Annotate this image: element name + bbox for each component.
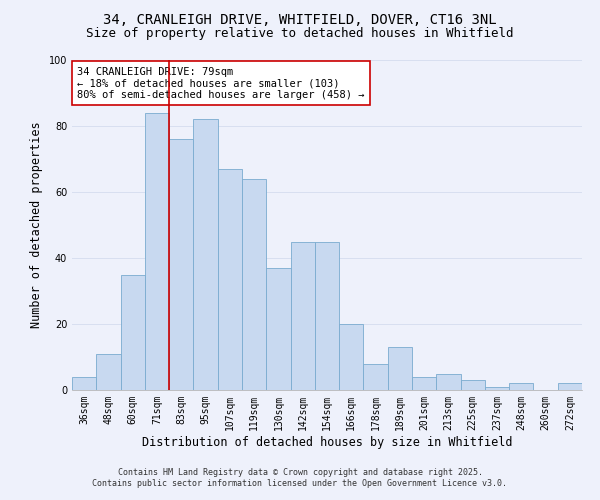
Bar: [266, 268, 290, 390]
Y-axis label: Number of detached properties: Number of detached properties: [30, 122, 43, 328]
Bar: [96, 354, 121, 390]
Bar: [290, 242, 315, 390]
Bar: [72, 377, 96, 390]
X-axis label: Distribution of detached houses by size in Whitfield: Distribution of detached houses by size …: [142, 436, 512, 448]
Bar: [145, 113, 169, 390]
Bar: [121, 274, 145, 390]
Text: 34 CRANLEIGH DRIVE: 79sqm
← 18% of detached houses are smaller (103)
80% of semi: 34 CRANLEIGH DRIVE: 79sqm ← 18% of detac…: [77, 66, 365, 100]
Bar: [436, 374, 461, 390]
Bar: [558, 384, 582, 390]
Bar: [509, 384, 533, 390]
Text: Contains HM Land Registry data © Crown copyright and database right 2025.
Contai: Contains HM Land Registry data © Crown c…: [92, 468, 508, 487]
Bar: [218, 169, 242, 390]
Bar: [461, 380, 485, 390]
Text: 34, CRANLEIGH DRIVE, WHITFIELD, DOVER, CT16 3NL: 34, CRANLEIGH DRIVE, WHITFIELD, DOVER, C…: [103, 12, 497, 26]
Bar: [485, 386, 509, 390]
Bar: [193, 120, 218, 390]
Bar: [388, 347, 412, 390]
Bar: [315, 242, 339, 390]
Bar: [364, 364, 388, 390]
Bar: [242, 179, 266, 390]
Text: Size of property relative to detached houses in Whitfield: Size of property relative to detached ho…: [86, 28, 514, 40]
Bar: [412, 377, 436, 390]
Bar: [169, 139, 193, 390]
Bar: [339, 324, 364, 390]
